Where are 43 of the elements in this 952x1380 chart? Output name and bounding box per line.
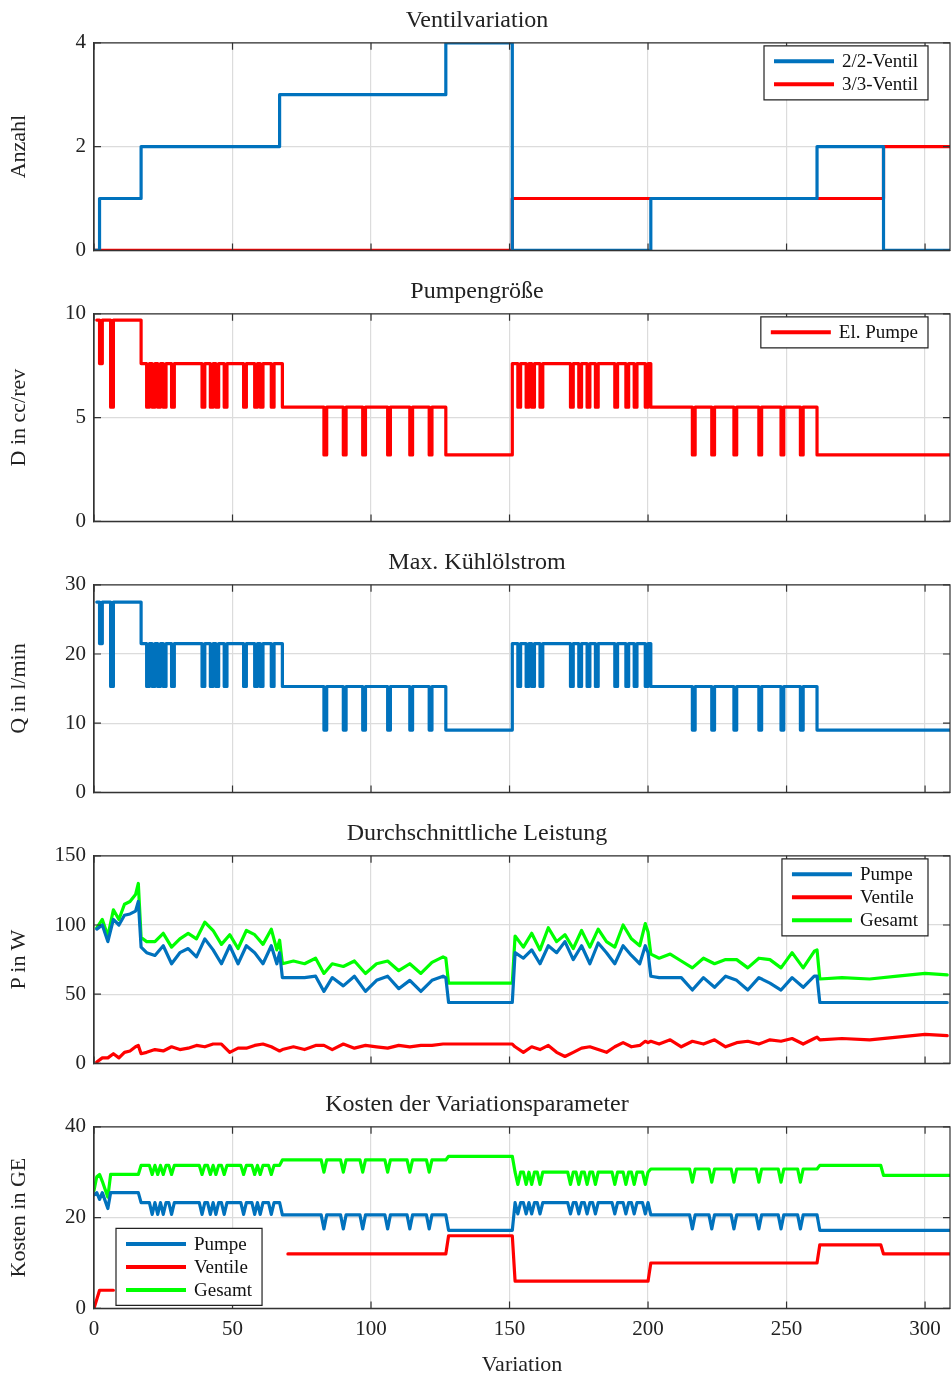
chart-title: Pumpengröße	[410, 276, 544, 303]
legend-label: Ventile	[859, 886, 914, 908]
x-tick-label: 300	[909, 1315, 941, 1340]
y-axis-title: Anzahl	[4, 114, 30, 179]
chart-title: Max. Kühlölstrom	[388, 547, 566, 574]
y-tick-label: 0	[75, 1049, 86, 1074]
chart-title: Ventilvariation	[405, 5, 549, 32]
y-axis-title: D in cc/rev	[4, 368, 30, 467]
legend-label: Pumpe	[194, 1232, 247, 1254]
y-tick-label: 0	[75, 507, 86, 532]
chart-title: Kosten der Variationsparameter	[325, 1089, 629, 1116]
y-tick-label: 0	[75, 1294, 86, 1319]
y-tick-label: 0	[75, 236, 86, 261]
y-tick-label: 20	[65, 1204, 86, 1229]
legend-label: Pumpe	[859, 863, 913, 885]
y-axis-title: Q in l/min	[4, 643, 30, 734]
y-tick-label: 4	[75, 29, 87, 54]
y-tick-label: 20	[65, 640, 86, 665]
y-tick-label: 100	[54, 911, 86, 936]
x-axis-title: Variation	[481, 1350, 563, 1376]
y-tick-label: 0	[75, 778, 86, 803]
y-tick-label: 30	[65, 571, 86, 596]
x-tick-label: 100	[355, 1315, 387, 1340]
y-tick-label: 40	[65, 1113, 86, 1138]
legend-label: 3/3-Ventil	[842, 73, 919, 95]
legend-label: 2/2-Ventil	[842, 50, 919, 72]
y-axis-title: Kosten in GE	[4, 1157, 30, 1278]
chart-title: Durchschnittliche Leistung	[346, 818, 608, 845]
x-tick-label: 150	[493, 1315, 526, 1340]
x-tick-label: 50	[222, 1315, 244, 1340]
legend-label: El. Pumpe	[838, 321, 919, 343]
legend-label: Ventile	[194, 1255, 248, 1277]
x-tick-label: 200	[632, 1315, 664, 1340]
y-tick-label: 50	[65, 980, 86, 1005]
y-tick-label: 10	[65, 709, 86, 734]
y-tick-label: 2	[75, 133, 86, 158]
y-tick-label: 150	[54, 842, 86, 867]
y-tick-label: 5	[75, 404, 86, 429]
legend-label: Gesamt	[859, 909, 919, 931]
x-tick-label: 250	[770, 1315, 803, 1340]
y-tick-label: 10	[65, 300, 86, 325]
y-axis-title: P in W	[4, 929, 30, 990]
legend-label: Gesamt	[194, 1278, 253, 1300]
